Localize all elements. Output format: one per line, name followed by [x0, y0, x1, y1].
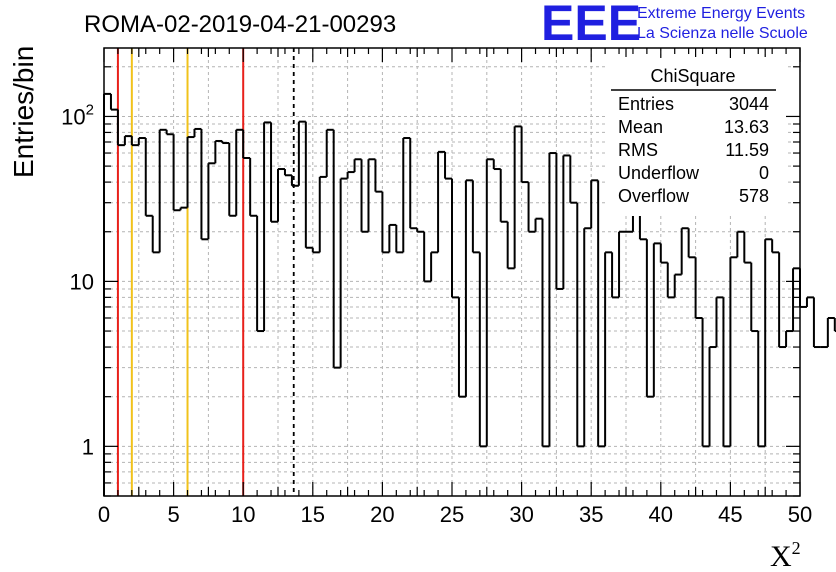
stats-label: Overflow [618, 186, 690, 206]
stats-value: 13.63 [724, 117, 769, 137]
y-tick-label-base: 10 [61, 104, 85, 129]
stats-box: ChiSquare Entries 3044 Mean 13.63 RMS 11.59 Un… [606, 58, 786, 216]
x-tick-label: 35 [579, 502, 603, 527]
stats-title: ChiSquare [650, 66, 735, 86]
x-tick-label: 5 [167, 502, 179, 527]
logo-line-2: La Scienza nelle Scuole [637, 25, 808, 42]
y-tick-label: 1 [82, 434, 94, 459]
y-tick-label: 102 [61, 101, 94, 129]
reference-lines [116, 48, 295, 496]
y-tick-label: 10 [70, 269, 94, 294]
x-axis-label: X2 [770, 538, 801, 572]
eee-logo: EEE Extreme Energy Events La Scienza nel… [541, 0, 808, 51]
y-axis-label: Entries/bin [8, 46, 39, 178]
stats-value: 3044 [729, 94, 769, 114]
x-axis-label-sup: 2 [792, 538, 801, 558]
stats-value: 578 [739, 186, 769, 206]
x-tick-label: 15 [301, 502, 325, 527]
x-tick-label: 10 [231, 502, 255, 527]
stats-label: Entries [618, 94, 674, 114]
x-tick-label: 0 [98, 502, 110, 527]
x-tick-label: 25 [440, 502, 464, 527]
stats-label: Underflow [618, 163, 700, 183]
stats-rows: Entries 3044 Mean 13.63 RMS 11.59 Underflow 0 Ov… [618, 94, 769, 206]
run-title: ROMA-02-2019-04-21-00293 [84, 11, 396, 38]
x-tick-label: 30 [509, 502, 533, 527]
x-axis-label-base: X [770, 540, 792, 572]
stats-label: RMS [618, 140, 658, 160]
stats-value: 0 [759, 163, 769, 183]
x-tick-label: 20 [370, 502, 394, 527]
x-tick-label: 45 [718, 502, 742, 527]
stats-value: 11.59 [725, 140, 769, 160]
x-tick-label: 40 [649, 502, 673, 527]
logo-mark: EEE [541, 0, 641, 51]
stats-label: Mean [618, 117, 663, 137]
histogram [103, 92, 836, 496]
logo-line-1: Extreme Energy Events [637, 5, 805, 22]
x-tick-label: 50 [788, 502, 812, 527]
y-tick-label-sup: 2 [86, 101, 94, 118]
